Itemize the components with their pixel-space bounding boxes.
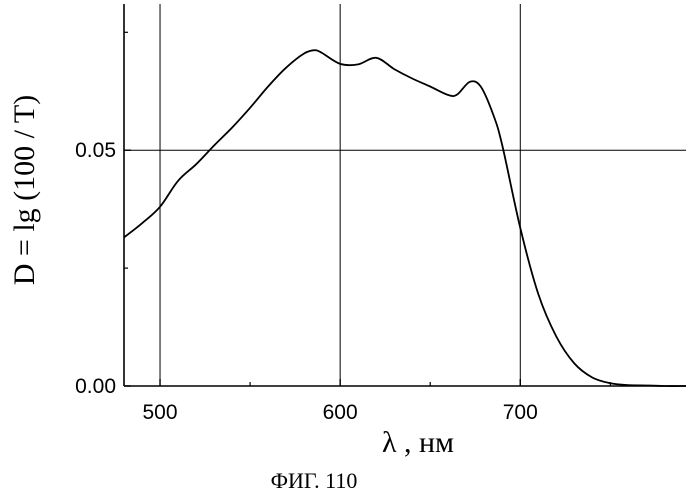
series-group	[124, 50, 686, 386]
figure-caption: ФИГ. 110	[271, 468, 358, 493]
y-tick-label-1: 0.05	[75, 139, 116, 162]
x-tick-label-500: 500	[143, 401, 178, 424]
absorbance-curve	[124, 50, 686, 386]
ticks: 500 600 700 0.00 0.05	[75, 32, 610, 424]
x-tick-label-700: 700	[503, 401, 538, 424]
gridlines	[124, 4, 686, 386]
y-tick-label-0: 0.00	[75, 375, 116, 398]
y-axis-title: D = lg (100 / T)	[8, 95, 41, 286]
x-axis-title: λ , нм	[382, 426, 454, 459]
axes	[124, 4, 686, 386]
x-tick-label-600: 600	[323, 401, 358, 424]
